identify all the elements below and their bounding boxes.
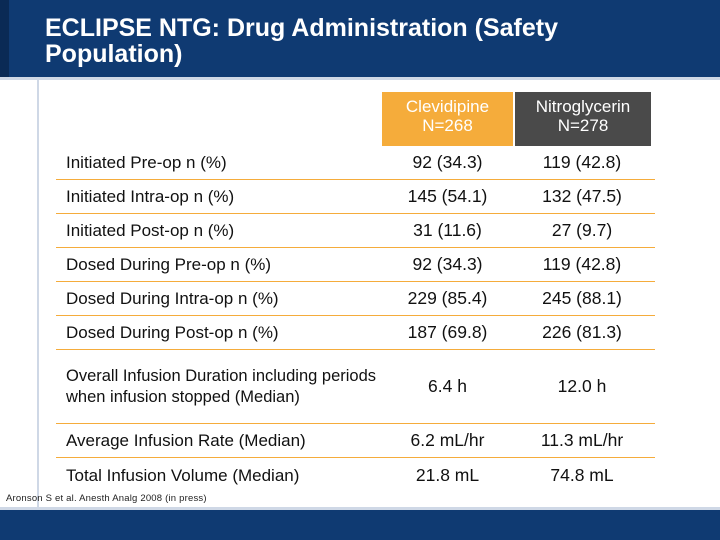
nitroglycerin-value: 226 (81.3)	[542, 322, 622, 342]
row-label: Overall Infusion Duration including peri…	[66, 366, 377, 406]
row-label: Average Infusion Rate (Median)	[66, 431, 306, 450]
row-label: Initiated Pre-op n (%)	[66, 153, 227, 172]
citation: Aronson S et al. Anesth Analg 2008 (in p…	[6, 493, 207, 504]
nitroglycerin-value: 245 (88.1)	[542, 288, 622, 308]
column-header-name: Clevidipine	[405, 97, 490, 116]
column-header-name: Nitroglycerin	[535, 97, 631, 116]
row-label: Dosed During Post-op n (%)	[66, 323, 279, 342]
clevidipine-value: 92 (34.3)	[412, 254, 483, 274]
row-label: Dosed During Pre-op n (%)	[66, 255, 272, 274]
row-label: Total Infusion Volume (Median)	[66, 465, 300, 485]
nitroglycerin-value: 132 (47.5)	[542, 186, 622, 206]
clevidipine-value: 6.2 mL/hr	[410, 430, 485, 450]
clevidipine-value: 229 (85.4)	[407, 288, 488, 308]
nitroglycerin-value: 11.3 mL/hr	[540, 430, 624, 450]
nitroglycerin-value: 27 (9.7)	[551, 220, 613, 240]
table-row: Initiated Post-op n (%) 31 (11.6) 27 (9.…	[56, 214, 655, 248]
row-label: Initiated Post-op n (%)	[66, 221, 235, 240]
column-header-n: N=278	[557, 116, 609, 135]
clevidipine-value: 145 (54.1)	[407, 186, 488, 206]
title-divider	[0, 77, 720, 80]
slide-title: ECLIPSE NTG: Drug Administration (Safety…	[45, 14, 559, 68]
side-divider	[37, 80, 39, 510]
table-row: Average Infusion Rate (Median) 6.2 mL/hr…	[56, 424, 655, 458]
nitroglycerin-value: 119 (42.8)	[542, 152, 622, 172]
clevidipine-value: 92 (34.3)	[412, 152, 483, 172]
table-row: Dosed During Post-op n (%) 187 (69.8) 22…	[56, 316, 655, 350]
table-row: Dosed During Intra-op n (%) 229 (85.4) 2…	[56, 282, 655, 316]
nitroglycerin-value: 12.0 h	[557, 376, 607, 396]
footer-divider	[0, 507, 720, 510]
table-row: Initiated Pre-op n (%) 92 (34.3) 119 (42…	[56, 146, 655, 180]
clevidipine-value: 21.8 mL	[415, 464, 480, 485]
column-header-clevidipine: Clevidipine N=268	[382, 92, 513, 146]
title-bar: ECLIPSE NTG: Drug Administration (Safety…	[0, 0, 720, 77]
drug-administration-table: Initiated Pre-op n (%) 92 (34.3) 119 (42…	[56, 146, 655, 492]
nitroglycerin-value: 119 (42.8)	[542, 254, 622, 274]
row-label: Initiated Intra-op n (%)	[66, 187, 235, 206]
column-header-n: N=268	[422, 116, 473, 135]
table-row: Total Infusion Volume (Median) 21.8 mL 7…	[56, 458, 655, 492]
table-row: Overall Infusion Duration including peri…	[56, 350, 655, 424]
footer-bar	[0, 510, 720, 540]
table-row: Dosed During Pre-op n (%) 92 (34.3) 119 …	[56, 248, 655, 282]
title-accent	[0, 0, 9, 77]
row-label: Dosed During Intra-op n (%)	[66, 289, 279, 308]
clevidipine-value: 6.4 h	[428, 376, 467, 396]
column-header-nitroglycerin: Nitroglycerin N=278	[515, 92, 651, 146]
nitroglycerin-value: 74.8 mL	[550, 464, 614, 485]
clevidipine-value: 31 (11.6)	[413, 220, 482, 240]
table-row: Initiated Intra-op n (%) 145 (54.1) 132 …	[56, 180, 655, 214]
clevidipine-value: 187 (69.8)	[407, 322, 488, 342]
